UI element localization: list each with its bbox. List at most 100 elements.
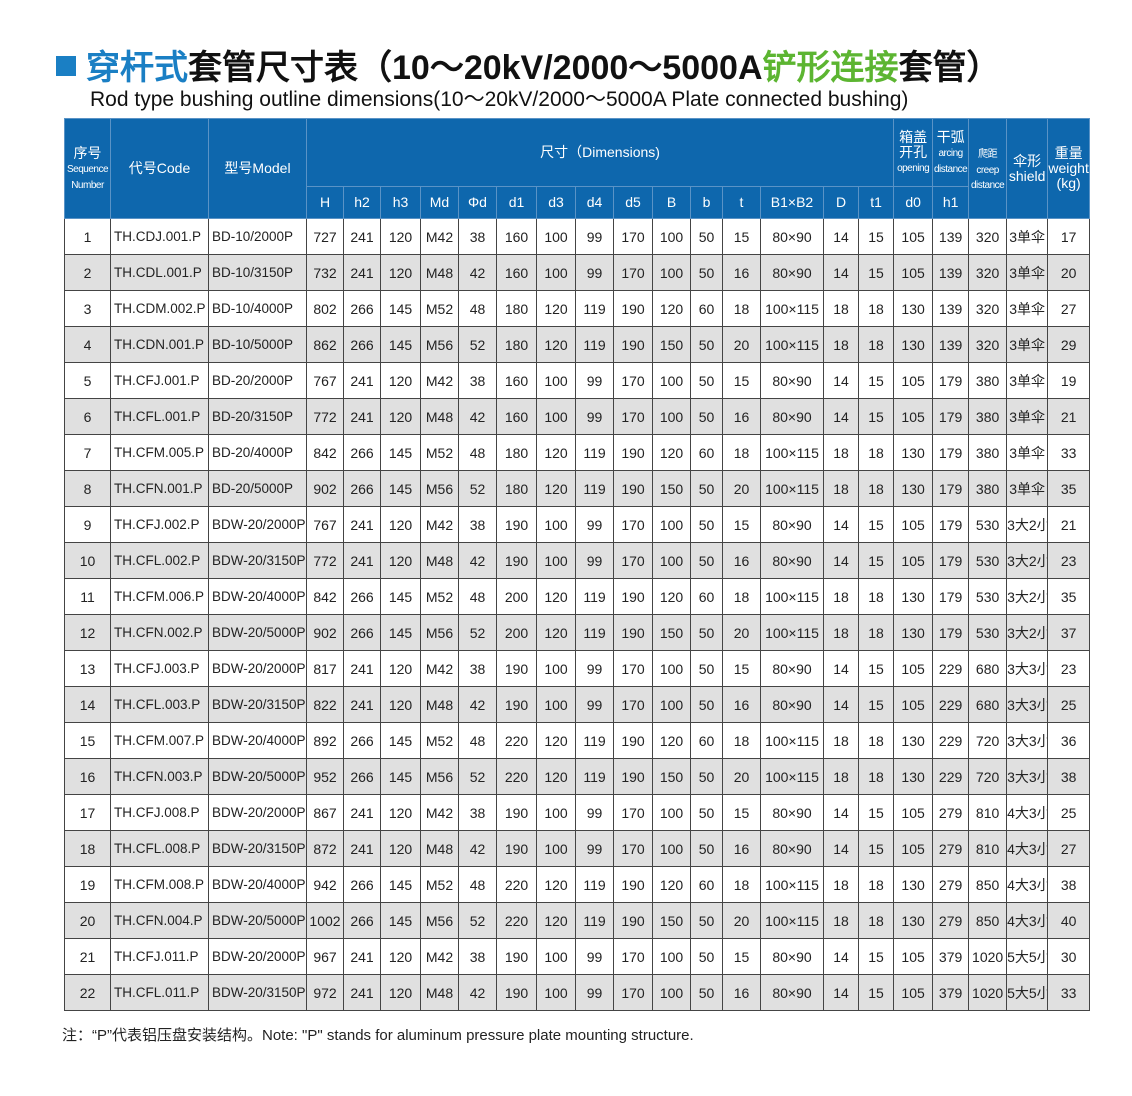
- table-cell: 220: [496, 902, 537, 939]
- table-row: 5 TH.CFJ.001.P BD-20/2000P 767 241 120 M42 38 16…: [64, 362, 1091, 399]
- table-cell: 40: [1047, 902, 1091, 939]
- table-cell: BD-20/5000P: [208, 470, 307, 507]
- table-cell: 119: [575, 326, 614, 363]
- column-header: H: [306, 186, 344, 219]
- table-cell: BDW-20/3150P: [208, 686, 307, 723]
- page-title: 穿杆式套管尺寸表（10～20kV/2000～5000A铲形连接套管）: [56, 40, 1001, 89]
- table-cell: 772: [306, 542, 344, 579]
- table-cell: 100: [536, 506, 576, 543]
- table-cell: BDW-20/2000P: [208, 794, 307, 831]
- table-cell: BD-20/4000P: [208, 434, 307, 471]
- table-cell: 241: [343, 650, 381, 687]
- table-cell: 23: [1047, 650, 1091, 687]
- table-cell: 320: [968, 254, 1008, 291]
- table-cell: 18: [823, 614, 859, 651]
- table-cell: 119: [575, 866, 614, 903]
- table-cell: 13: [64, 650, 111, 687]
- table-cell: 380: [968, 362, 1008, 399]
- table-cell: 14: [823, 254, 859, 291]
- table-cell: 942: [306, 866, 344, 903]
- table-cell: 190: [613, 866, 653, 903]
- table-cell: 105: [893, 830, 934, 867]
- table-cell: 12: [64, 614, 111, 651]
- table-cell: 120: [380, 938, 421, 975]
- table-cell: 266: [343, 902, 381, 939]
- table-cell: 105: [893, 650, 934, 687]
- table-cell: 130: [893, 434, 934, 471]
- table-cell: TH.CFN.002.P: [110, 614, 209, 651]
- table-cell: 38: [458, 218, 497, 255]
- table-cell: 15: [857, 254, 895, 291]
- table-cell: M56: [420, 326, 459, 363]
- table-cell: 100×115: [760, 326, 824, 363]
- table-cell: 680: [968, 686, 1008, 723]
- table-cell: 80×90: [760, 650, 824, 687]
- table-cell: 48: [458, 578, 497, 615]
- table-cell: 18: [857, 470, 895, 507]
- table-cell: 100: [652, 254, 691, 291]
- table-cell: 16: [722, 974, 761, 1011]
- table-row: 15 TH.CFM.007.P BDW-20/4000P 892 266 145 M52 48…: [64, 722, 1091, 759]
- table-cell: 842: [306, 434, 344, 471]
- table-cell: BDW-20/2000P: [208, 506, 307, 543]
- table-cell: 120: [380, 362, 421, 399]
- table-cell: 850: [968, 866, 1008, 903]
- table-cell: 822: [306, 686, 344, 723]
- table-cell: BDW-20/2000P: [208, 650, 307, 687]
- table-cell: 530: [968, 542, 1008, 579]
- table-cell: 120: [652, 434, 691, 471]
- table-cell: 15: [857, 398, 895, 435]
- table-cell: 80×90: [760, 542, 824, 579]
- table-cell: 100: [536, 686, 576, 723]
- table-cell: 5: [64, 362, 111, 399]
- table-cell: 15: [857, 542, 895, 579]
- table-cell: 60: [690, 866, 723, 903]
- table-cell: 266: [343, 722, 381, 759]
- table-cell: 14: [823, 938, 859, 975]
- table-cell: 160: [496, 254, 537, 291]
- table-cell: 18: [857, 902, 895, 939]
- table-cell: 18: [857, 578, 895, 615]
- table-cell: 3大3小: [1006, 686, 1049, 723]
- table-cell: 80×90: [760, 254, 824, 291]
- table-row: 17 TH.CFJ.008.P BDW-20/2000P 867 241 120 M42 38…: [64, 794, 1091, 831]
- table-cell: 170: [613, 362, 653, 399]
- table-cell: 42: [458, 542, 497, 579]
- table-cell: 20: [64, 902, 111, 939]
- table-cell: 772: [306, 398, 344, 435]
- table-cell: TH.CFL.003.P: [110, 686, 209, 723]
- table-cell: 120: [380, 650, 421, 687]
- table-cell: 120: [536, 722, 576, 759]
- table-cell: 266: [343, 290, 381, 327]
- table-cell: 15: [722, 938, 761, 975]
- table-cell: 15: [722, 794, 761, 831]
- table-cell: 50: [690, 974, 723, 1011]
- table-cell: TH.CFJ.011.P: [110, 938, 209, 975]
- column-header: Φd: [458, 186, 497, 219]
- table-cell: 120: [652, 722, 691, 759]
- table-cell: 52: [458, 326, 497, 363]
- table-cell: 105: [893, 686, 934, 723]
- table-cell: 99: [575, 794, 614, 831]
- table-cell: 3: [64, 290, 111, 327]
- table-cell: 680: [968, 650, 1008, 687]
- table-cell: TH.CFM.008.P: [110, 866, 209, 903]
- table-cell: 200: [496, 578, 537, 615]
- table-row: 18 TH.CFL.008.P BDW-20/3150P 872 241 120 M48 42…: [64, 830, 1091, 867]
- table-cell: 150: [652, 758, 691, 795]
- table-cell: 50: [690, 830, 723, 867]
- table-cell: M56: [420, 902, 459, 939]
- table-cell: 99: [575, 398, 614, 435]
- table-cell: BD-20/3150P: [208, 398, 307, 435]
- table-cell: 190: [496, 650, 537, 687]
- table-row: 11 TH.CFM.006.P BDW-20/4000P 842 266 145 M52 48…: [64, 578, 1091, 615]
- table-cell: TH.CDN.001.P: [110, 326, 209, 363]
- table-cell: 21: [1047, 506, 1091, 543]
- column-header: d1: [496, 186, 537, 219]
- table-cell: 15: [857, 830, 895, 867]
- table-cell: M42: [420, 218, 459, 255]
- table-cell: 120: [536, 290, 576, 327]
- column-header: h3: [380, 186, 421, 219]
- table-cell: 892: [306, 722, 344, 759]
- table-cell: 119: [575, 578, 614, 615]
